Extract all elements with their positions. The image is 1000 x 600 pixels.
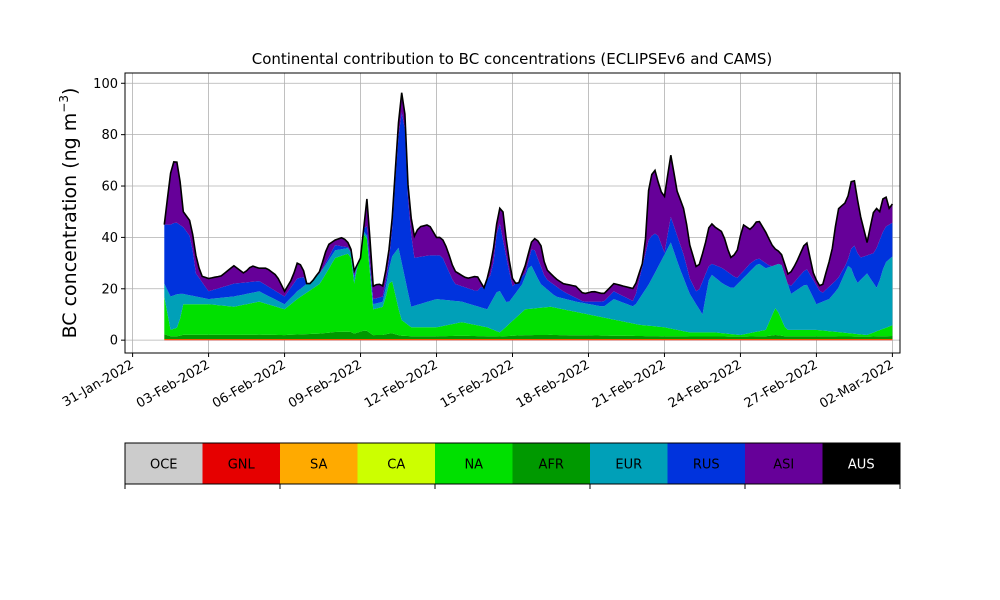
total-outline <box>163 92 894 295</box>
area-eur <box>164 231 893 335</box>
legend-frame <box>124 442 901 485</box>
legend-swatch-aus <box>822 443 900 484</box>
legend-swatch-afr <box>512 443 590 484</box>
legend-swatch-asi <box>745 443 823 484</box>
legend-swatch-rus <box>667 443 745 484</box>
stacked-areas <box>164 92 893 341</box>
y-axis-label-main: BC concentration (ng m <box>59 113 81 339</box>
area-afr <box>164 330 893 339</box>
y-tick-label: 100 <box>93 77 118 92</box>
y-tick-label: 20 <box>101 282 118 297</box>
area-sa <box>164 339 893 340</box>
x-tick-label: 09-Feb-2022 <box>286 357 365 411</box>
chart-title: Continental contribution to BC concentra… <box>252 50 773 68</box>
area-gnl <box>164 339 893 341</box>
x-tick-label: 03-Feb-2022 <box>134 357 213 411</box>
x-tick-label: 27-Feb-2022 <box>742 357 821 411</box>
legend-label-afr: AFR <box>539 458 564 473</box>
legend-label-oce: OCE <box>150 458 178 473</box>
x-axis: 31-Jan-202203-Feb-202206-Feb-202209-Feb-… <box>60 353 896 412</box>
area-asi <box>164 92 893 302</box>
legend-label-sa: SA <box>310 458 327 473</box>
x-tick-label: 18-Feb-2022 <box>514 357 593 411</box>
legend-swatch-eur <box>590 443 668 484</box>
x-tick-label: 24-Feb-2022 <box>666 357 745 411</box>
legend-swatch-oce <box>125 443 203 484</box>
y-tick-label: 80 <box>101 128 118 143</box>
legend-swatch-na <box>435 443 513 484</box>
y-tick-label: 0 <box>110 334 118 349</box>
area-na <box>164 234 893 337</box>
y-tick-label: 60 <box>101 180 118 195</box>
x-tick-label: 12-Feb-2022 <box>362 357 441 411</box>
x-tick-label: 02-Mar-2022 <box>817 357 896 411</box>
legend-swatch-gnl <box>202 443 280 484</box>
legend-label-ca: CA <box>387 458 405 473</box>
legend-swatch-sa <box>280 443 358 484</box>
legend-label-rus: RUS <box>693 458 720 473</box>
legend-label-eur: EUR <box>615 458 642 473</box>
x-tick-label: 06-Feb-2022 <box>210 357 289 411</box>
y-axis-label: BC concentration (ng m−3) <box>57 88 81 339</box>
legend-label-aus: AUS <box>848 458 875 473</box>
legend-label-asi: ASI <box>773 458 794 473</box>
x-tick-label: 15-Feb-2022 <box>438 357 517 411</box>
y-axis-label-superscript: −3 <box>57 95 71 113</box>
legend-swatch-ca <box>357 443 435 484</box>
legend: OCE GNL SA CA NA AFR EUR RUS ASI AUS <box>124 442 901 489</box>
y-axis: 0 20 40 60 80 100 <box>93 77 125 349</box>
area-rus <box>164 112 893 315</box>
legend-label-gnl: GNL <box>228 458 256 473</box>
x-tick-label: 21-Feb-2022 <box>590 357 669 411</box>
x-tick-label: 31-Jan-2022 <box>60 357 137 410</box>
y-axis-label-close: ) <box>59 88 81 95</box>
legend-label-na: NA <box>464 458 483 473</box>
y-tick-label: 40 <box>101 231 118 246</box>
